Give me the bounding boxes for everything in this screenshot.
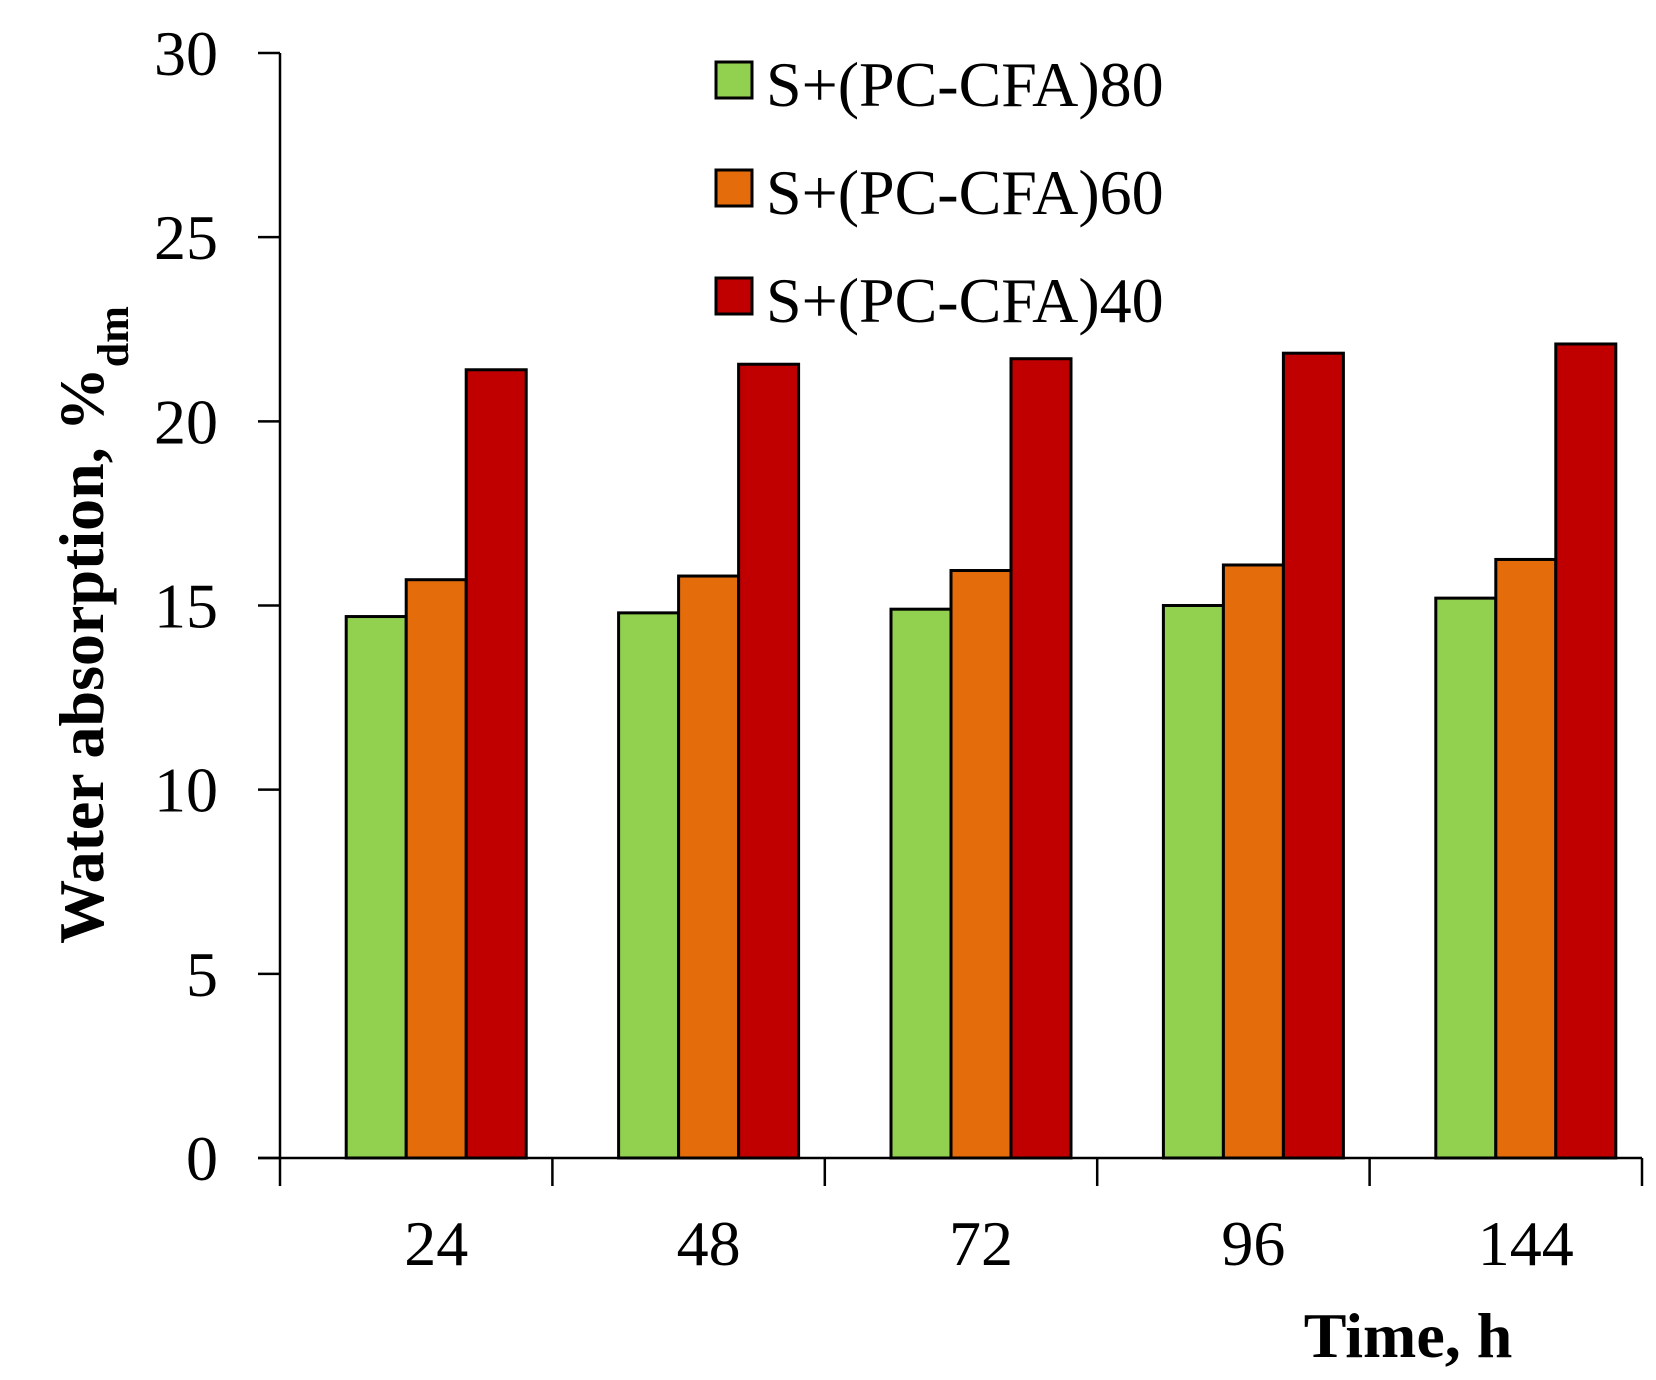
y-tick-label: 25 (154, 202, 218, 273)
y-axis-title-subscript: dm (89, 306, 138, 367)
bar (889, 607, 953, 1160)
bar (1009, 357, 1073, 1160)
y-axis-title: Water absorption, %dm (46, 306, 138, 944)
bar (1434, 596, 1498, 1160)
bars-layer (344, 342, 1618, 1160)
bar (1221, 563, 1285, 1160)
x-tick-label: 24 (404, 1208, 468, 1279)
x-axis-title: Time, h (1304, 1300, 1513, 1371)
y-tick-label: 30 (154, 18, 218, 89)
bar (344, 615, 408, 1160)
bar (1494, 557, 1558, 1160)
y-axis-title-text: Water absorption, % (46, 367, 117, 944)
bar (1554, 342, 1618, 1160)
x-ticks: 24 48 72 96 144 (278, 1158, 1644, 1279)
legend-swatch (714, 168, 754, 208)
x-tick-label: 96 (1221, 1208, 1285, 1279)
legend-swatch (714, 60, 754, 100)
bar (677, 574, 741, 1160)
bar (617, 611, 681, 1160)
y-tick-label: 20 (154, 386, 218, 457)
y-ticks: 0 5 10 15 20 25 30 (154, 18, 280, 1194)
y-tick-label: 10 (154, 755, 218, 826)
bar (1281, 351, 1345, 1160)
bar (949, 569, 1013, 1160)
bar (404, 578, 468, 1160)
y-tick-label: 5 (186, 939, 218, 1010)
legend-swatch (714, 276, 754, 316)
x-tick-label: 48 (677, 1208, 741, 1279)
x-tick-label: 144 (1478, 1208, 1574, 1279)
legend-label: S+(PC-CFA)60 (766, 157, 1164, 228)
bar (1161, 604, 1225, 1160)
legend-label: S+(PC-CFA)80 (766, 49, 1164, 120)
legend: S+(PC-CFA)80 S+(PC-CFA)60 S+(PC-CFA)40 (714, 49, 1164, 336)
y-tick-label: 0 (186, 1123, 218, 1194)
legend-label: S+(PC-CFA)40 (766, 265, 1164, 336)
bar (737, 362, 801, 1160)
x-tick-label: 72 (949, 1208, 1013, 1279)
bar (464, 368, 528, 1160)
y-tick-label: 15 (154, 571, 218, 642)
